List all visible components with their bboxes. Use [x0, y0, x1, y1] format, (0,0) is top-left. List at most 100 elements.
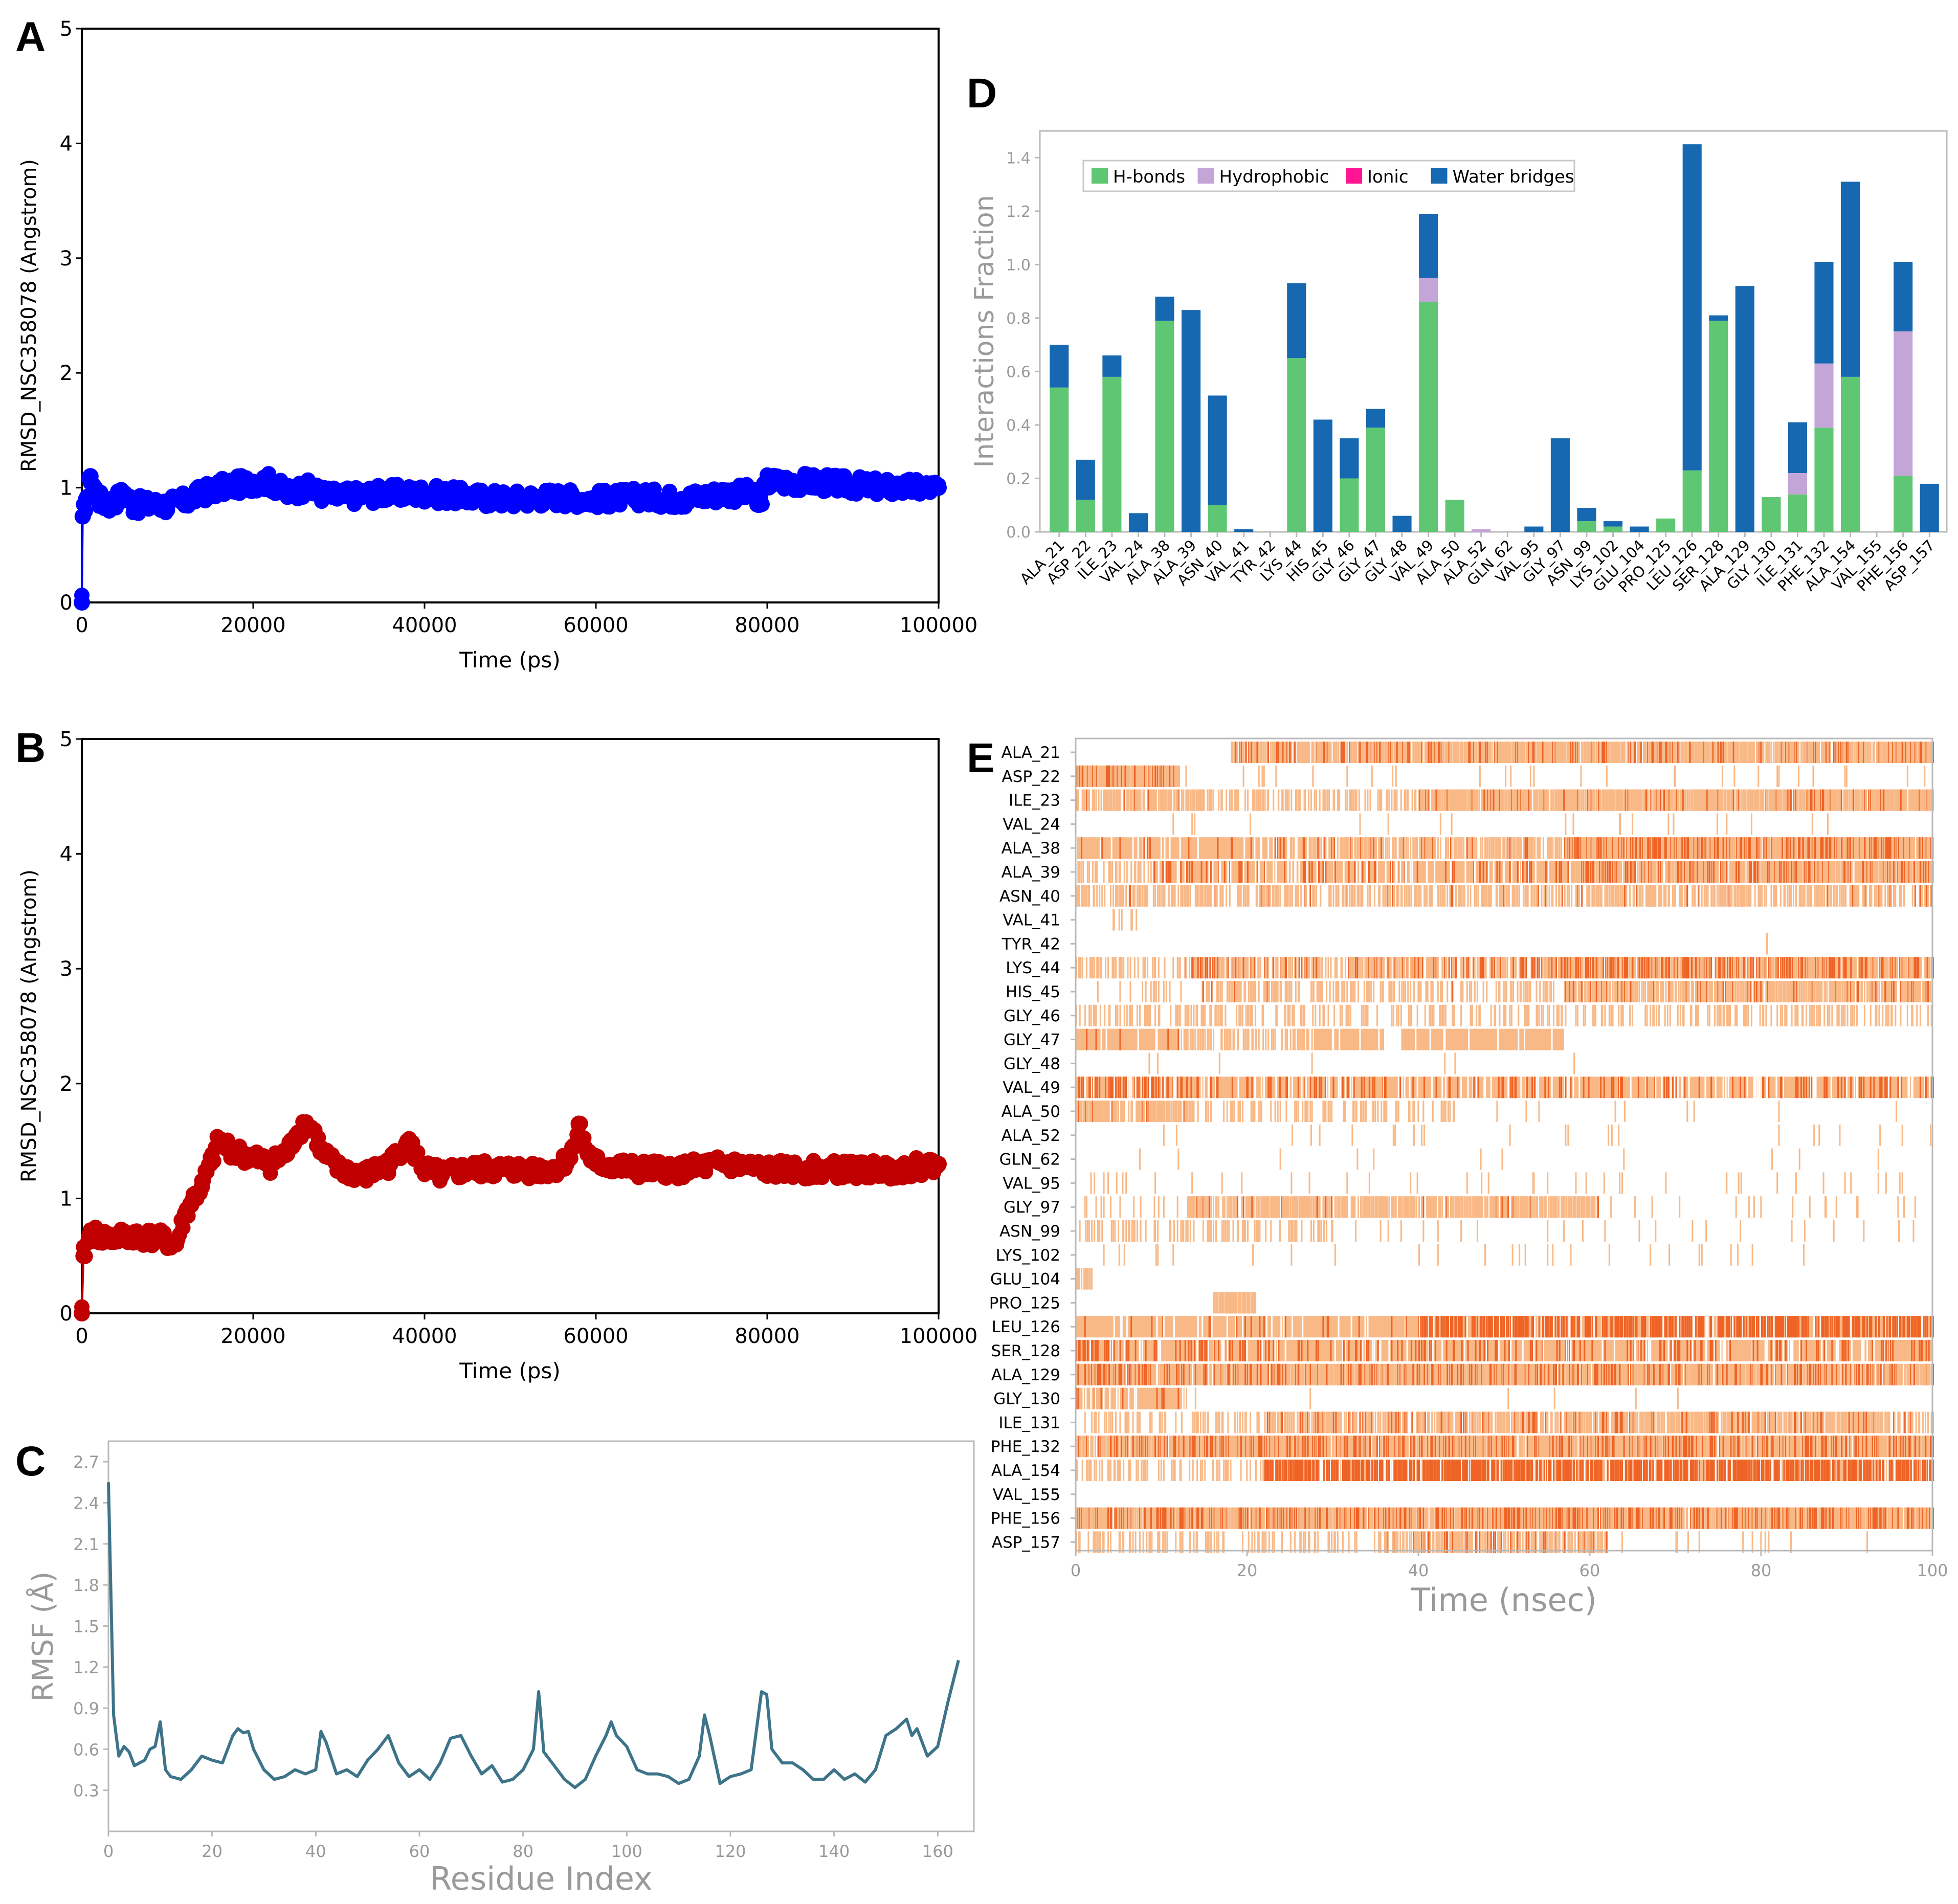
contact-mark [1629, 885, 1631, 907]
contact-mark [1534, 885, 1536, 907]
contact-mark [1692, 885, 1694, 907]
contact-mark [1618, 885, 1620, 907]
contact-mark [1327, 957, 1329, 979]
rmsd-keypoint [159, 497, 176, 513]
contact-gap [1503, 861, 1505, 883]
contact-mark [1503, 789, 1505, 811]
rmsd-keypoint [545, 488, 562, 505]
contact-mark [1401, 885, 1403, 907]
contact-mark [1368, 837, 1370, 859]
contact-mark [1655, 861, 1657, 883]
contact-mark [1355, 789, 1358, 811]
rmsd-keypoint [262, 474, 279, 490]
contact-mark [1177, 885, 1180, 907]
contact-mark [1178, 789, 1180, 811]
contact-mark [1392, 742, 1394, 763]
x-tick-label: 40000 [392, 614, 457, 637]
contact-mark [1263, 742, 1265, 763]
contact-mark [1487, 837, 1488, 859]
contact-mark [1850, 789, 1852, 811]
contact-mark [1466, 837, 1468, 859]
contact-mark [1800, 861, 1803, 883]
contact-mark [1260, 789, 1262, 811]
contact-mark [1467, 885, 1469, 907]
rmsd-keypoint [630, 1161, 647, 1178]
contact-mark [1451, 742, 1453, 763]
contact-dark [1170, 861, 1172, 883]
contact-mark [1777, 742, 1779, 763]
contact-mark [1217, 957, 1219, 979]
contact-gap [1184, 861, 1186, 883]
contact-mark [1792, 885, 1794, 907]
contact-mark [1841, 861, 1843, 883]
contact-mark [1839, 885, 1841, 907]
contact-mark [1355, 957, 1357, 979]
contact-dark [1206, 861, 1208, 883]
contact-mark [1648, 837, 1650, 859]
contact-mark [1100, 765, 1102, 787]
contact-mark [1231, 957, 1233, 979]
contact-dark [1188, 837, 1190, 859]
contact-dark [1284, 861, 1286, 883]
contact-mark [1861, 742, 1863, 763]
contact-mark [1342, 837, 1344, 859]
contact-mark [1594, 861, 1596, 883]
contact-mark [1888, 742, 1890, 763]
contact-mark [1600, 885, 1603, 907]
contact-mark [1778, 765, 1780, 787]
contact-mark [1641, 789, 1643, 811]
x-tick-label: 100 [611, 1842, 642, 1861]
contact-gap [1376, 861, 1378, 883]
contact-mark [1270, 742, 1272, 763]
bar-water-bridges-val_24 [1128, 513, 1148, 532]
contact-mark [1776, 765, 1778, 787]
contact-mark [1697, 837, 1699, 859]
contact-mark [1592, 837, 1594, 859]
contact-mark [1420, 957, 1422, 979]
contact-gap [1290, 861, 1293, 883]
bar-h-bonds-val_49 [1419, 302, 1438, 532]
contact-mark [1694, 885, 1696, 907]
contact-mark [1346, 789, 1348, 811]
contact-mark [1104, 885, 1106, 907]
contact-mark [1111, 861, 1114, 883]
legend-label: Water bridges [1453, 167, 1574, 187]
contact-dark [1545, 861, 1547, 883]
contact-mark [1191, 813, 1193, 835]
contact-gap [1518, 861, 1520, 883]
contact-mark [1325, 837, 1327, 859]
contact-mark [1619, 885, 1621, 907]
x-tick-label: 20 [202, 1842, 222, 1861]
contact-mark [1266, 885, 1269, 907]
y-tick-label: 0.9 [73, 1699, 99, 1718]
contact-mark [1242, 765, 1244, 787]
contact-mark [1744, 885, 1746, 907]
contact-mark [1571, 885, 1573, 907]
contact-mark [1336, 885, 1338, 907]
contact-mark [1708, 861, 1710, 883]
contact-dark [1153, 861, 1155, 883]
contact-mark [1732, 789, 1734, 811]
contact-mark [1764, 885, 1766, 907]
contact-gap [1355, 861, 1358, 883]
contact-dark [1186, 861, 1188, 883]
contact-mark [1433, 957, 1435, 979]
contact-mark [1805, 742, 1807, 763]
contact-mark [1421, 957, 1423, 979]
contact-mark [1367, 885, 1369, 907]
y-tick-label: 0 [60, 1302, 73, 1326]
contact-mark [1828, 885, 1830, 907]
contact-mark [1252, 957, 1254, 979]
contact-mark [1292, 957, 1294, 979]
contact-mark [1338, 742, 1340, 763]
contact-mark [1350, 742, 1352, 763]
contact-dark [1416, 861, 1418, 883]
contact-mark [1745, 957, 1747, 979]
contact-mark [1539, 837, 1541, 859]
contact-mark [1294, 742, 1296, 763]
contact-mark [1265, 742, 1267, 763]
rmsd-keypoint [750, 497, 767, 513]
contact-mark [1466, 957, 1468, 979]
contact-mark [1728, 789, 1730, 811]
contact-mark [1150, 861, 1152, 883]
